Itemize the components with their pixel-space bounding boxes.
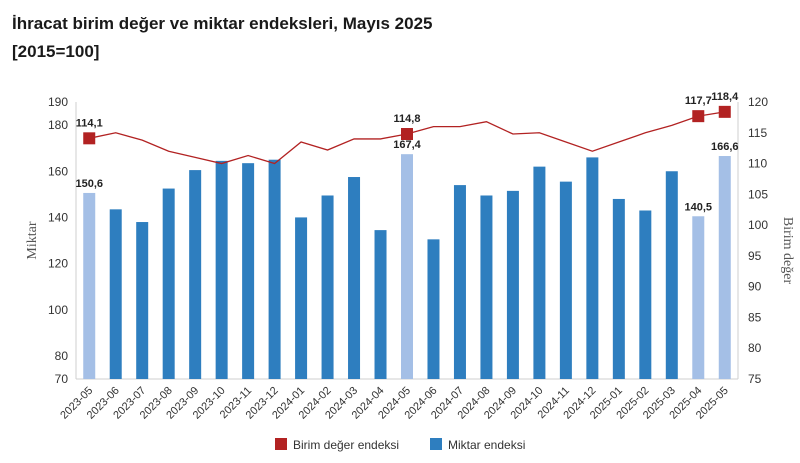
bar	[295, 217, 308, 379]
bar	[480, 195, 493, 379]
legend-swatch-birim-deger	[275, 438, 287, 450]
left-tick-label: 80	[55, 349, 69, 363]
left-tick-label: 140	[48, 210, 68, 224]
line-marker	[692, 110, 705, 123]
right-tick-label: 90	[748, 280, 762, 294]
bar	[427, 239, 440, 379]
right-tick-label: 110	[748, 157, 767, 171]
line-marker	[718, 105, 731, 118]
bar	[321, 195, 334, 379]
legend-swatch-miktar	[430, 438, 442, 450]
bar	[453, 185, 466, 379]
chart-subtitle: [2015=100]	[12, 42, 100, 61]
line-marker	[83, 132, 96, 145]
line-data-label: 118,4	[711, 91, 739, 103]
line-data-label: 114,1	[76, 117, 103, 129]
right-tick-label: 105	[748, 187, 768, 201]
left-tick-label: 160	[48, 164, 68, 178]
bar	[665, 171, 678, 379]
bar	[189, 170, 202, 379]
line-data-label: 117,7	[685, 95, 712, 107]
bar	[401, 154, 413, 379]
bar	[268, 159, 281, 379]
right-tick-label: 115	[748, 126, 767, 140]
bar	[242, 163, 255, 379]
bar-data-label: 150,6	[75, 178, 103, 190]
right-axis-title: Birim değer	[780, 217, 795, 285]
bar	[692, 216, 705, 379]
left-tick-label: 120	[48, 257, 68, 271]
bar	[639, 210, 652, 379]
bar	[83, 192, 96, 379]
bar	[506, 190, 519, 379]
bar-data-label: 140,5	[685, 201, 713, 213]
bar	[612, 198, 625, 379]
bar	[374, 230, 387, 379]
bar	[586, 157, 599, 379]
bar	[348, 177, 361, 379]
bar-data-label: 167,4	[393, 139, 421, 151]
right-tick-label: 80	[748, 341, 762, 355]
bar	[215, 160, 228, 379]
bar	[109, 209, 122, 379]
left-tick-label: 100	[48, 303, 68, 317]
left-axis-title: Miktar	[25, 221, 40, 259]
bar-data-label: 166,6	[711, 141, 739, 153]
left-tick-label: 70	[55, 372, 69, 386]
bar	[718, 156, 731, 379]
legend-label-miktar: Miktar endeksi	[448, 438, 525, 452]
bar	[533, 166, 546, 379]
line-data-label: 114,8	[394, 113, 421, 125]
left-tick-label: 180	[48, 118, 68, 132]
right-tick-label: 75	[748, 372, 762, 386]
right-tick-label: 120	[748, 95, 768, 109]
right-tick-label: 95	[748, 249, 762, 263]
bar	[559, 181, 572, 379]
bar	[136, 222, 149, 379]
left-tick-label: 190	[48, 95, 68, 109]
right-tick-label: 85	[748, 310, 762, 324]
line-marker	[401, 128, 413, 141]
right-tick-label: 100	[748, 218, 768, 232]
legend-label-birim-deger: Birim değer endeksi	[293, 438, 399, 452]
bar	[162, 188, 175, 379]
chart-title: İhracat birim değer ve miktar endeksleri…	[12, 14, 433, 33]
